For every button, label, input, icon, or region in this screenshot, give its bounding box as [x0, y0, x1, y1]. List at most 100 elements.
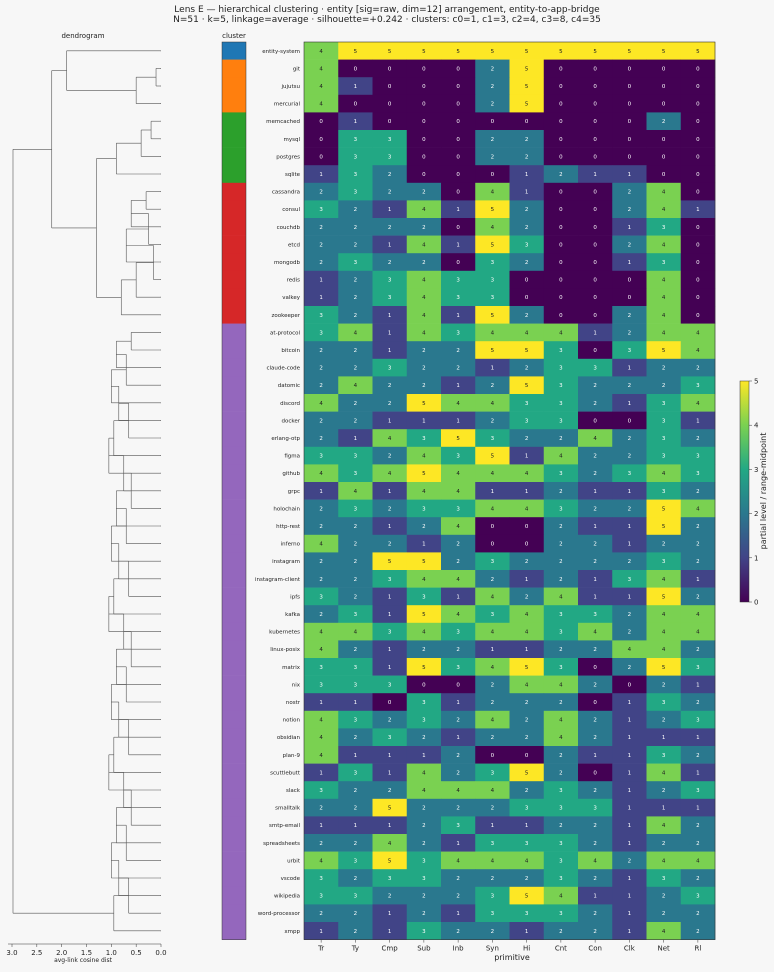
heatmap-cell	[304, 429, 339, 448]
cell-value-label: 4	[456, 612, 460, 618]
cell-value-label: 3	[559, 506, 563, 512]
heatmap-cell	[646, 517, 682, 536]
cell-value-label: 3	[559, 876, 563, 882]
heatmap-cell	[509, 59, 545, 78]
cluster-strip-cell	[222, 816, 246, 835]
heatmap-cell	[441, 130, 476, 148]
row-label: memcached	[266, 119, 300, 125]
heatmap-cell	[509, 429, 545, 448]
cell-value-label: 2	[354, 418, 358, 424]
cell-value-label: 3	[662, 753, 666, 759]
cell-value-label: 1	[319, 172, 323, 178]
heatmap-cell	[475, 341, 510, 360]
cell-value-label: 4	[491, 665, 495, 671]
cell-value-label: 5	[422, 49, 426, 55]
cell-value-label: 1	[696, 577, 700, 583]
heatmap-cell	[304, 834, 339, 852]
heatmap-cell	[646, 270, 682, 289]
heatmap-cell	[475, 869, 510, 888]
cell-value-label: 2	[491, 66, 495, 72]
cell-value-label: 2	[422, 911, 426, 917]
row-label: git	[293, 66, 301, 72]
heatmap-cell	[543, 746, 579, 764]
heatmap-cell	[680, 886, 716, 905]
cell-value-label: 1	[628, 718, 632, 724]
heatmap-cell	[578, 763, 613, 782]
heatmap-cell	[441, 482, 476, 500]
cell-value-label: 2	[491, 84, 495, 90]
cluster-strip-cell	[222, 798, 246, 817]
cell-value-label: 2	[354, 225, 358, 231]
cell-value-label: 4	[354, 489, 358, 495]
cell-value-label: 2	[696, 559, 700, 565]
cell-value-label: 4	[319, 66, 323, 72]
heatmap-cell	[612, 552, 647, 571]
cell-value-label: 2	[491, 102, 495, 108]
heatmap-cell	[372, 200, 408, 219]
cell-value-label: 0	[696, 278, 700, 284]
heatmap-cell	[680, 218, 716, 236]
heatmap-cell	[475, 552, 510, 571]
cell-value-label: 2	[456, 559, 460, 565]
row-label: grpc	[288, 489, 300, 495]
cell-value-label: 2	[525, 137, 529, 143]
heatmap: 4 5 5 5 5 5 5 5 5 5 5 5 4 0 0 0 0 2 5 0 0 0 0 0 4 1 0 0 0 2 5 0 0 0 0 0 4 0 0 0…	[255, 41, 716, 953]
heatmap-cell	[543, 341, 579, 360]
cell-value-label: 5	[388, 559, 392, 565]
column-label: Rl	[694, 945, 701, 953]
cell-value-label: 0	[456, 682, 460, 688]
cell-value-label: 1	[388, 770, 392, 776]
cell-value-label: 0	[593, 84, 597, 90]
heatmap-cell	[475, 816, 510, 835]
cell-value-label: 3	[354, 858, 358, 864]
heatmap-cell	[646, 464, 682, 483]
cell-value-label: 0	[593, 348, 597, 354]
cell-value-label: 2	[456, 929, 460, 935]
heatmap-cell	[578, 658, 613, 676]
cell-value-label: 0	[525, 295, 529, 301]
heatmap-cell	[612, 411, 647, 430]
cell-value-label: 4	[559, 454, 563, 460]
dendrogram-tick-label: 2.5	[31, 949, 42, 957]
cluster-strip-cell	[222, 429, 246, 448]
heatmap-cell	[304, 165, 339, 184]
heatmap-cell	[612, 323, 647, 342]
cell-value-label: 1	[696, 770, 700, 776]
cell-value-label: 1	[628, 366, 632, 372]
heatmap-cell	[406, 411, 442, 430]
heatmap-cell	[372, 570, 408, 588]
cell-value-label: 2	[422, 841, 426, 847]
heatmap-cell	[304, 728, 339, 747]
heatmap-cell	[441, 869, 476, 888]
heatmap-cell	[372, 165, 408, 184]
heatmap-cell	[372, 552, 408, 571]
heatmap-cell	[304, 411, 339, 430]
cell-value-label: 0	[559, 84, 563, 90]
cell-value-label: 1	[354, 753, 358, 759]
cell-value-label: 4	[593, 630, 597, 636]
heatmap-cell	[509, 763, 545, 782]
cell-value-label: 1	[525, 647, 529, 653]
row-label: jujutsu	[280, 84, 300, 90]
cell-value-label: 3	[593, 806, 597, 812]
heatmap-cell	[509, 922, 545, 940]
cell-value-label: 4	[662, 858, 666, 864]
cell-value-label: 3	[354, 682, 358, 688]
heatmap-cell	[578, 904, 613, 923]
heatmap-cell	[406, 59, 442, 78]
heatmap-cell	[372, 816, 408, 835]
heatmap-cell	[509, 517, 545, 536]
cell-value-label: 2	[662, 841, 666, 847]
heatmap-cell	[372, 710, 408, 729]
colorbar-tick-label: 5	[754, 378, 758, 386]
heatmap-cell	[441, 411, 476, 430]
cell-value-label: 3	[662, 436, 666, 442]
cluster-strip	[221, 41, 247, 940]
heatmap-cell	[441, 798, 476, 817]
heatmap-cell	[406, 534, 442, 553]
heatmap-cell	[612, 763, 647, 782]
heatmap-cell	[646, 77, 682, 96]
cell-value-label: 2	[696, 542, 700, 548]
heatmap-cell	[646, 323, 682, 342]
heatmap-cell	[406, 658, 442, 676]
